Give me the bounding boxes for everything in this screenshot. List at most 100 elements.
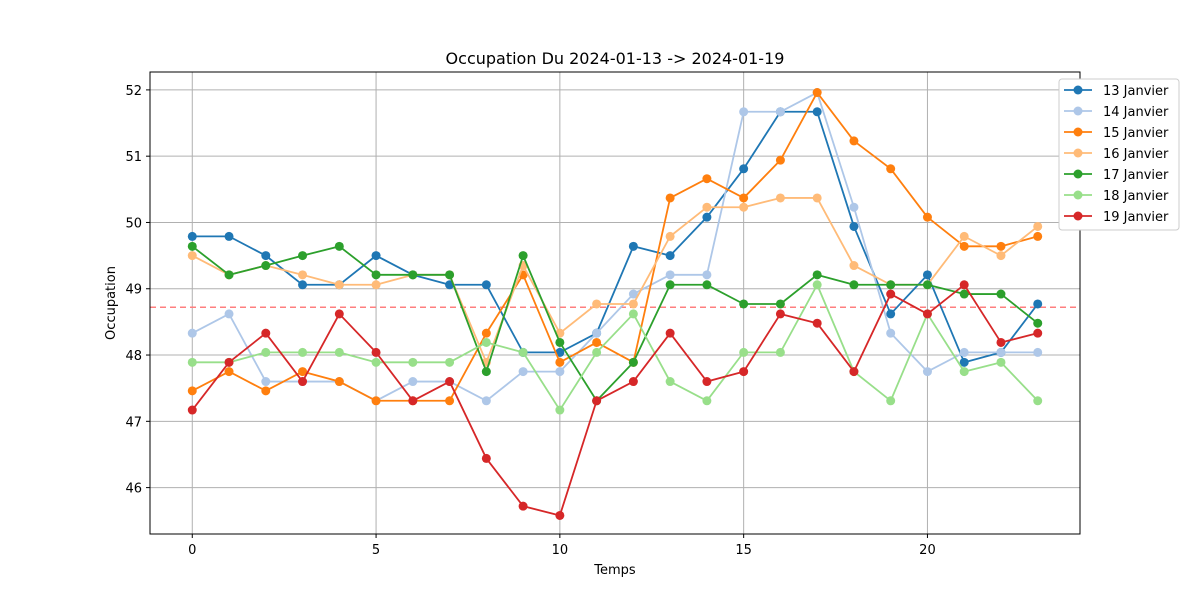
legend-marker xyxy=(1073,211,1083,221)
data-point xyxy=(628,357,638,367)
data-point xyxy=(922,270,932,280)
data-point xyxy=(959,280,969,290)
data-point xyxy=(592,337,602,347)
legend-label: 16 Janvier xyxy=(1103,147,1169,162)
data-point xyxy=(628,241,638,251)
legend-entry: 13 Janvier xyxy=(1064,84,1169,99)
data-point xyxy=(481,337,491,347)
data-point xyxy=(959,241,969,251)
data-point xyxy=(261,261,271,271)
data-point xyxy=(775,347,785,357)
data-point xyxy=(334,280,344,290)
data-point xyxy=(445,377,455,387)
data-point xyxy=(187,328,197,338)
y-axis-label: Occupation xyxy=(104,266,119,340)
data-point xyxy=(261,377,271,387)
data-point xyxy=(518,367,528,377)
data-point xyxy=(775,193,785,203)
data-point xyxy=(702,396,712,406)
data-point xyxy=(665,231,675,241)
data-point xyxy=(996,357,1006,367)
data-point xyxy=(224,309,234,319)
data-point xyxy=(298,251,308,261)
legend-label: 14 Janvier xyxy=(1103,105,1169,120)
series-line xyxy=(191,91,1038,402)
data-point xyxy=(775,155,785,165)
y-tick-label: 50 xyxy=(125,216,142,231)
legend-label: 18 Janvier xyxy=(1103,189,1169,204)
data-point xyxy=(408,270,418,280)
data-point xyxy=(959,231,969,241)
chart-title: Occupation Du 2024-01-13 -> 2024-01-19 xyxy=(446,49,785,68)
data-point xyxy=(481,367,491,377)
series-line xyxy=(191,91,1038,402)
data-point xyxy=(959,367,969,377)
data-point xyxy=(481,453,491,463)
data-point xyxy=(886,164,896,174)
data-point xyxy=(665,377,675,387)
data-point xyxy=(298,347,308,357)
data-point xyxy=(775,309,785,319)
data-point xyxy=(739,202,749,212)
data-point xyxy=(261,386,271,396)
series-group xyxy=(187,88,1043,520)
data-point xyxy=(224,231,234,241)
legend-label: 15 Janvier xyxy=(1103,126,1169,141)
data-point xyxy=(261,347,271,357)
data-point xyxy=(555,367,565,377)
legend-entry: 15 Janvier xyxy=(1064,126,1169,141)
data-point xyxy=(739,193,749,203)
data-point xyxy=(371,347,381,357)
data-point xyxy=(481,396,491,406)
data-point xyxy=(628,377,638,387)
data-point xyxy=(371,396,381,406)
data-point xyxy=(1033,318,1043,328)
data-point xyxy=(922,280,932,290)
data-point xyxy=(849,202,859,212)
legend-label: 17 Janvier xyxy=(1103,168,1169,183)
data-point xyxy=(261,328,271,338)
data-point xyxy=(775,107,785,117)
data-point xyxy=(665,280,675,290)
data-point xyxy=(334,309,344,319)
data-point xyxy=(739,107,749,117)
data-point xyxy=(886,396,896,406)
series-5 xyxy=(187,241,1043,406)
legend-marker xyxy=(1073,127,1083,137)
data-point xyxy=(334,241,344,251)
data-point xyxy=(628,299,638,309)
data-point xyxy=(996,337,1006,347)
legend-marker xyxy=(1073,148,1083,158)
data-point xyxy=(371,280,381,290)
series-7 xyxy=(187,280,1043,520)
series-line xyxy=(191,283,1038,517)
data-point xyxy=(739,164,749,174)
data-point xyxy=(996,347,1006,357)
data-point xyxy=(518,347,528,357)
data-point xyxy=(665,251,675,261)
x-tick-label: 0 xyxy=(188,543,196,558)
legend-entry: 16 Janvier xyxy=(1064,147,1169,162)
plot-frame xyxy=(149,71,1081,535)
data-point xyxy=(959,347,969,357)
data-point xyxy=(555,337,565,347)
data-point xyxy=(592,347,602,357)
data-point xyxy=(959,357,969,367)
data-point xyxy=(445,396,455,406)
data-point xyxy=(1033,299,1043,309)
y-axis: 46 47 48 49 50 51 52 xyxy=(125,84,150,497)
legend-box xyxy=(1058,78,1180,231)
data-point xyxy=(849,367,859,377)
legend-entry: 17 Janvier xyxy=(1064,168,1169,183)
data-point xyxy=(812,270,822,280)
y-tick-label: 47 xyxy=(125,415,142,430)
data-point xyxy=(812,193,822,203)
data-point xyxy=(628,289,638,299)
data-point xyxy=(1033,396,1043,406)
data-point xyxy=(739,347,749,357)
y-tick-label: 51 xyxy=(125,150,142,165)
data-point xyxy=(481,280,491,290)
x-tick-label: 5 xyxy=(372,543,380,558)
